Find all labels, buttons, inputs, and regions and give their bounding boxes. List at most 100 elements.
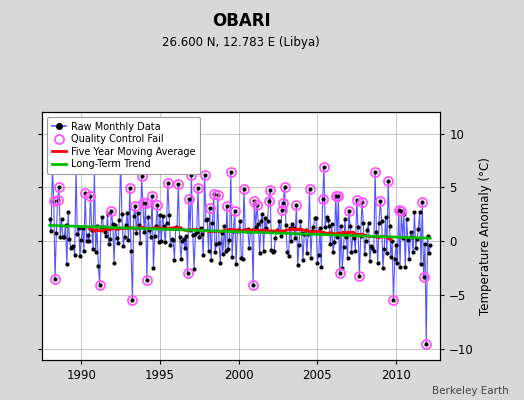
Point — [264, 218, 272, 224]
Point — [416, 209, 424, 215]
Point — [334, 193, 343, 199]
Point — [392, 242, 400, 248]
Point — [63, 261, 71, 267]
Point — [131, 203, 139, 210]
Point — [301, 227, 310, 233]
Point — [326, 240, 335, 247]
Point — [165, 212, 173, 218]
Point — [304, 231, 312, 238]
Point — [359, 220, 367, 227]
Point — [153, 202, 161, 208]
Point — [81, 190, 90, 196]
Point — [355, 273, 364, 279]
Point — [102, 233, 111, 239]
Point — [126, 185, 134, 191]
Point — [67, 244, 75, 251]
Point — [155, 238, 163, 245]
Point — [233, 228, 242, 235]
Point — [397, 208, 406, 214]
Point — [248, 227, 256, 233]
Point — [60, 234, 69, 241]
Point — [186, 227, 194, 233]
Point — [376, 198, 385, 204]
Point — [123, 210, 132, 216]
Point — [199, 252, 208, 258]
Point — [127, 248, 135, 255]
Point — [283, 249, 291, 256]
Point — [157, 238, 166, 245]
Point — [395, 207, 403, 214]
Point — [300, 231, 309, 237]
Point — [46, 216, 54, 222]
Point — [135, 222, 143, 228]
Point — [307, 255, 315, 262]
Point — [405, 256, 413, 262]
Point — [168, 236, 176, 242]
Point — [369, 248, 378, 255]
Point — [173, 225, 181, 231]
Point — [249, 282, 257, 289]
Point — [272, 227, 281, 233]
Point — [64, 208, 72, 215]
Point — [194, 185, 202, 192]
Text: 26.600 N, 12.783 E (Libya): 26.600 N, 12.783 E (Libya) — [162, 36, 320, 49]
Point — [84, 232, 92, 238]
Point — [100, 224, 108, 230]
Point — [47, 228, 56, 234]
Point — [174, 181, 182, 187]
Point — [333, 234, 341, 240]
Point — [128, 297, 137, 304]
Point — [210, 191, 218, 197]
Point — [198, 231, 206, 238]
Point — [116, 158, 125, 164]
Point — [136, 240, 145, 246]
Point — [72, 165, 80, 171]
Point — [118, 211, 126, 217]
Point — [207, 256, 215, 263]
Point — [246, 228, 255, 234]
Point — [409, 249, 417, 255]
Point — [368, 245, 377, 251]
Point — [403, 237, 412, 244]
Point — [162, 220, 171, 226]
Point — [325, 223, 333, 229]
Point — [321, 224, 330, 230]
Point — [396, 263, 404, 270]
Point — [51, 276, 59, 282]
Point — [385, 223, 394, 229]
Point — [341, 215, 349, 222]
Point — [266, 187, 275, 194]
Point — [387, 254, 395, 260]
Point — [253, 202, 261, 208]
Point — [74, 225, 83, 231]
Point — [86, 193, 95, 199]
Point — [426, 242, 434, 248]
Point — [363, 227, 372, 233]
Point — [163, 180, 172, 187]
Point — [254, 220, 263, 227]
Point — [243, 227, 251, 234]
Point — [275, 218, 283, 224]
Point — [150, 233, 159, 239]
Point — [137, 173, 146, 180]
Point — [76, 252, 84, 259]
Point — [182, 233, 190, 239]
Point — [190, 265, 198, 272]
Point — [408, 234, 416, 240]
Point — [261, 215, 269, 221]
Point — [152, 222, 160, 229]
Point — [337, 222, 345, 229]
Point — [53, 196, 62, 203]
Point — [393, 260, 401, 266]
Point — [305, 186, 314, 192]
Point — [95, 282, 104, 288]
Point — [282, 222, 290, 228]
Point — [195, 234, 203, 240]
Point — [89, 246, 97, 252]
Point — [274, 228, 282, 234]
Point — [406, 229, 414, 236]
Point — [421, 241, 429, 247]
Point — [90, 166, 99, 172]
Point — [59, 234, 67, 240]
Point — [288, 220, 297, 227]
